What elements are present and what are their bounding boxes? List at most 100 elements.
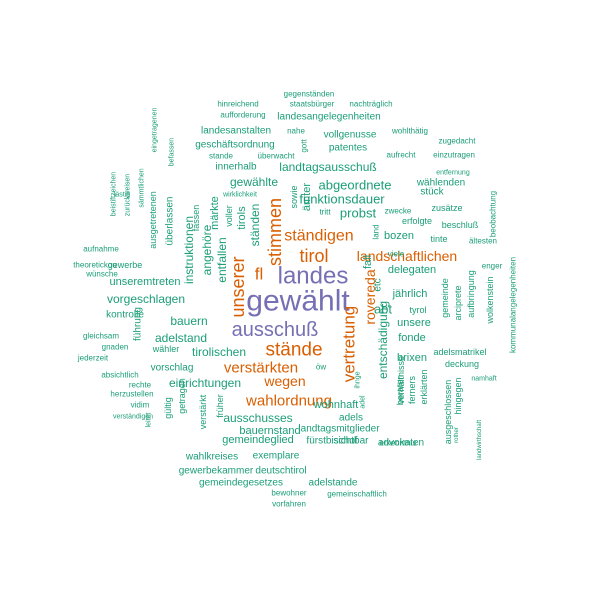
cloud-word: geschäftsordnung xyxy=(195,140,275,151)
cloud-word: befassen xyxy=(169,138,176,167)
cloud-word: rovereda xyxy=(362,269,378,324)
cloud-word: vidim xyxy=(131,401,150,410)
cloud-word: fassen xyxy=(191,205,201,232)
cloud-word: beobachtung xyxy=(489,191,498,237)
cloud-word: kontrolle xyxy=(106,310,144,321)
cloud-word: wohlthätig xyxy=(391,127,428,136)
cloud-word: fall xyxy=(362,255,374,269)
cloud-word: unseremtreten xyxy=(110,276,181,288)
cloud-word: sichtbar xyxy=(333,436,369,447)
cloud-word: gewählt xyxy=(246,285,350,318)
cloud-word: leitet xyxy=(146,413,153,428)
cloud-word: delegaten xyxy=(388,264,436,276)
cloud-word: beistiftzeichen xyxy=(111,172,118,216)
cloud-word: entschädigung xyxy=(376,301,390,379)
cloud-word: gleichsam xyxy=(83,332,119,341)
cloud-word: erkenntnis xyxy=(380,439,417,448)
cloud-word: verstärkten xyxy=(224,360,298,377)
cloud-word: deutschtirol xyxy=(255,466,306,477)
cloud-word: gnaden xyxy=(102,343,129,352)
cloud-word: stände xyxy=(265,340,322,361)
cloud-word: stück xyxy=(420,187,444,198)
cloud-word: landesangelegenheiten xyxy=(277,112,380,123)
cloud-word: gültig xyxy=(163,397,173,419)
cloud-word: bauernstand xyxy=(239,425,300,437)
cloud-word: stimmen xyxy=(265,198,285,266)
cloud-word: instruktionen xyxy=(182,216,196,284)
cloud-word: rechte xyxy=(129,381,152,390)
cloud-word: zusätze xyxy=(431,203,462,213)
cloud-word: erklärten xyxy=(419,369,429,404)
cloud-word: bauern xyxy=(170,314,207,328)
cloud-word: erfolgte xyxy=(402,216,432,226)
cloud-word: gemeinschaftlich xyxy=(327,490,387,499)
cloud-word: wahlordnung xyxy=(245,393,332,410)
cloud-word: gewerbekammer xyxy=(179,466,254,477)
cloud-word: aufforderung xyxy=(220,111,265,120)
cloud-word: fl xyxy=(255,265,264,284)
cloud-word: unsere xyxy=(397,317,431,329)
cloud-word: ihnge xyxy=(355,371,362,388)
cloud-word: stande xyxy=(209,152,234,161)
cloud-word: abgeordnete xyxy=(318,178,391,193)
cloud-word: verhältnisse xyxy=(396,356,406,404)
cloud-word: beraten xyxy=(395,375,405,406)
cloud-word: wolkenstein xyxy=(485,276,495,324)
cloud-word: landesanstalten xyxy=(201,126,271,137)
cloud-word: beschluß xyxy=(442,220,479,230)
cloud-word: vorschlag xyxy=(151,363,194,374)
cloud-word: staatsbürger xyxy=(290,100,335,109)
cloud-word: tirol xyxy=(299,246,328,266)
cloud-word: aufrecht xyxy=(387,151,417,160)
cloud-word: adelstand xyxy=(155,331,207,345)
cloud-word: herzustellen xyxy=(110,390,153,399)
cloud-word: gegenständen xyxy=(284,90,335,99)
cloud-word: landes xyxy=(278,263,349,290)
cloud-word: gott xyxy=(300,139,309,153)
cloud-word: tritt xyxy=(319,208,331,217)
cloud-word: abt xyxy=(374,302,392,317)
cloud-word: aufnahme xyxy=(83,245,119,254)
cloud-word: rother xyxy=(454,427,460,443)
cloud-word: ausschuß xyxy=(232,319,319,341)
cloud-word: zwecke xyxy=(385,207,412,216)
cloud-word: tyrol xyxy=(409,305,426,315)
cloud-word: landtagsmitglieder xyxy=(298,424,380,435)
cloud-word: vorgeschlagen xyxy=(107,292,185,306)
cloud-word: patentes xyxy=(329,143,367,154)
cloud-word: exemplare xyxy=(253,451,300,462)
cloud-word: unserer xyxy=(228,256,248,317)
cloud-word: adel xyxy=(360,395,367,409)
cloud-word: wählenden xyxy=(416,178,465,189)
cloud-word: überwacht xyxy=(258,152,296,161)
cloud-word: fonde xyxy=(398,332,426,344)
cloud-word: ständigen xyxy=(284,228,353,245)
cloud-word: ältesten xyxy=(469,237,497,246)
cloud-word: wohnhaft xyxy=(313,399,359,411)
cloud-word: getragen xyxy=(177,378,187,414)
cloud-word: zurückweisen xyxy=(125,174,132,217)
cloud-word: gemeindegesetzes xyxy=(199,478,283,489)
cloud-word: sowie xyxy=(289,185,299,208)
cloud-word: ausgeschlossen xyxy=(443,380,453,445)
cloud-word: gemeinde xyxy=(440,278,450,318)
cloud-word: etc xyxy=(373,278,384,291)
cloud-word: kommunalangelegenheiten xyxy=(509,257,518,353)
cloud-word: namhaft xyxy=(471,376,496,383)
cloud-word: gemeindeglied xyxy=(222,434,294,446)
cloud-word: sämmtlichen xyxy=(139,168,146,207)
cloud-word: ämter xyxy=(301,183,313,211)
cloud-word: lästig xyxy=(114,192,130,199)
cloud-word: verstärkt xyxy=(198,394,208,429)
cloud-word: aufbringung xyxy=(466,270,476,318)
cloud-word: jährlich xyxy=(392,288,428,300)
cloud-word: bewohner xyxy=(271,489,306,498)
cloud-word: hinreichend xyxy=(217,100,258,109)
cloud-word: adels xyxy=(339,413,363,424)
cloud-word: voller xyxy=(224,205,234,227)
cloud-word: landtagsausschuß xyxy=(279,160,376,174)
cloud-word: ausgetretenen xyxy=(148,191,158,249)
cloud-word: überlassen xyxy=(165,197,176,246)
